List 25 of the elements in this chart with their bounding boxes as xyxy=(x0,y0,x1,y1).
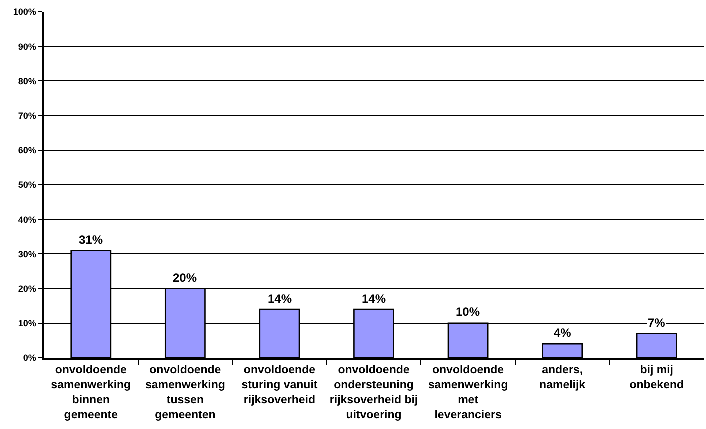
y-tick-label: 0% xyxy=(23,353,36,364)
data-label: 14% xyxy=(268,292,292,306)
y-tick-label: 10% xyxy=(18,318,36,329)
x-tick-label: onvoldoende samenwerking binnen gemeente xyxy=(51,364,132,422)
y-tick-label: 100% xyxy=(13,7,36,18)
x-tick-label: bij mij onbekend xyxy=(630,364,684,392)
y-tick-label: 40% xyxy=(18,214,36,225)
x-tick-label: onvoldoende sturing vanuit rijksoverheid xyxy=(242,364,318,406)
y-tick-label: 50% xyxy=(18,180,36,190)
y-tick-label: 60% xyxy=(18,146,36,156)
data-label: 20% xyxy=(173,271,198,285)
x-tick-label: onvoldoende ondersteuning rijksoverheid bij uitvoering xyxy=(330,364,418,422)
x-tick-label: onvoldoende samenwerking met leveranciers xyxy=(428,364,508,422)
data-label: 14% xyxy=(362,292,386,306)
data-label: 31% xyxy=(79,233,104,247)
y-tick-label: 90% xyxy=(18,42,36,52)
y-tick-label: 80% xyxy=(18,76,36,86)
y-tick-label: 70% xyxy=(18,110,36,121)
data-label: 10% xyxy=(456,305,480,319)
y-tick-label: 20% xyxy=(18,284,36,294)
data-label: 7% xyxy=(648,316,666,330)
data-label: 4% xyxy=(554,326,572,340)
x-tick-label: onvoldoende samenwerking tussen gemeenten xyxy=(145,364,226,422)
y-tick-label: 30% xyxy=(18,249,36,260)
x-tick-label: anders, namelijk xyxy=(540,364,586,392)
